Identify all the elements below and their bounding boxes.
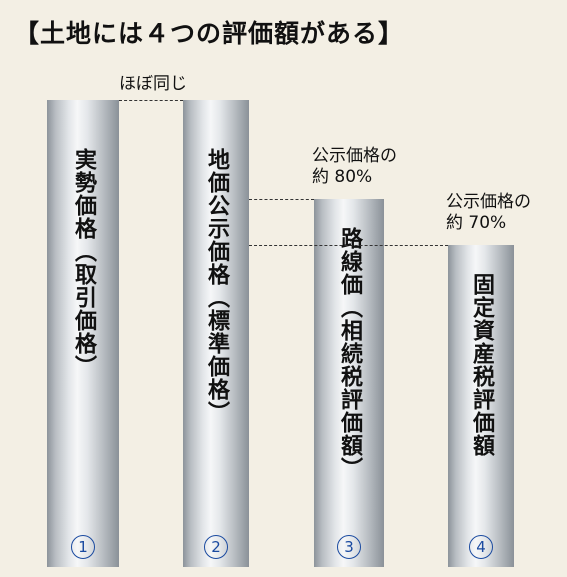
dash-line-70 (249, 245, 448, 246)
annotation-80: 公示価格の 約 80% (312, 146, 397, 189)
annotation-70-line2: 約 70% (446, 213, 507, 234)
bar-label: 地価公示価格（標準価格） (204, 148, 229, 424)
diagram-title: 【土地には４つの評価額がある】 (14, 19, 405, 48)
bar-label: 実勢価格（取引価格） (71, 148, 96, 378)
bar-label: 固定資産税評価額 (469, 273, 494, 457)
annotation-70-line1: 公示価格の (446, 192, 531, 212)
bar-chika-koji-kakaku: 地価公示価格（標準価格） 2 (183, 100, 249, 567)
bar-number-badge: 1 (71, 535, 95, 559)
bar-number-badge: 2 (204, 535, 228, 559)
dash-line-same (119, 100, 183, 101)
bar-rosenka: 路線価（相続税評価額） 3 (314, 199, 384, 567)
annotation-70: 公示価格の 約 70% (446, 192, 531, 235)
bar-kotei-shisanzei: 固定資産税評価額 4 (448, 245, 514, 567)
bar-jissei-kakaku: 実勢価格（取引価格） 1 (47, 100, 119, 567)
dash-line-80 (249, 199, 314, 200)
bar-label: 路線価（相続税評価額） (337, 227, 362, 480)
annotation-same: ほぼ同じ (119, 74, 187, 94)
bar-number-badge: 3 (337, 535, 361, 559)
bar-number-badge: 4 (469, 535, 493, 559)
annotation-80-line2: 約 80% (312, 167, 373, 188)
annotation-80-line1: 公示価格の (312, 146, 397, 166)
